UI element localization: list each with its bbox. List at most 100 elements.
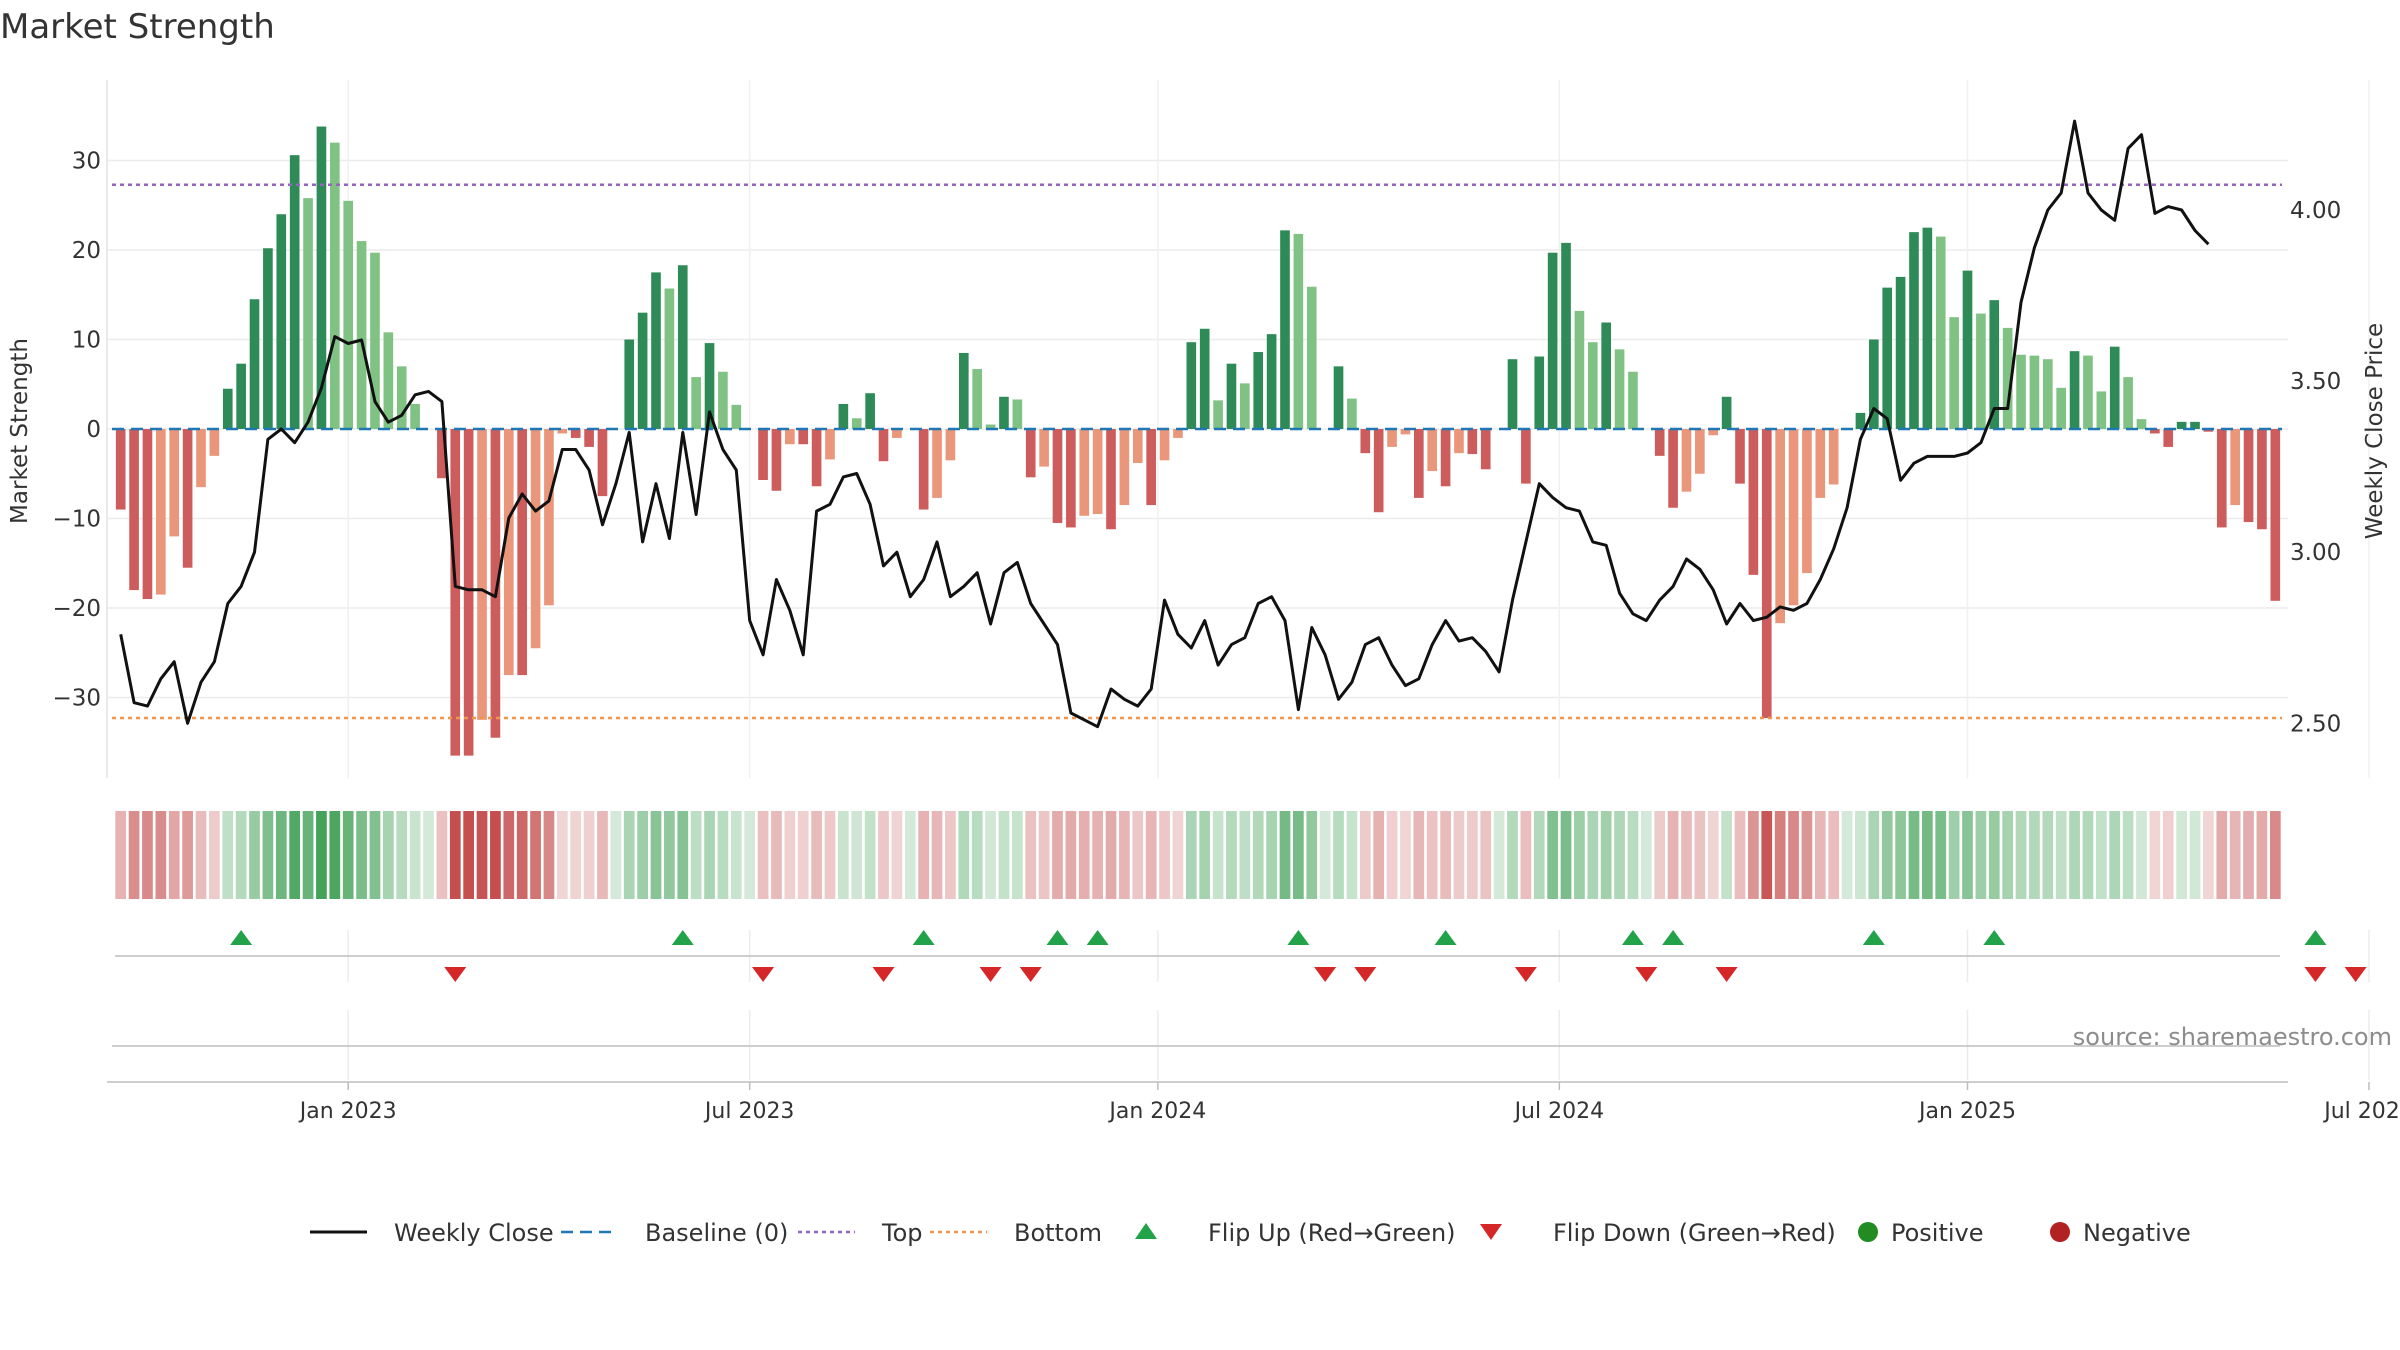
y2-tick-label: 3.00: [2290, 540, 2341, 566]
strength-bar: [1802, 429, 1812, 574]
strength-bar: [396, 366, 407, 429]
strength-bar: [2150, 429, 2160, 434]
strip-cell: [1092, 811, 1103, 899]
strength-bar: [1226, 363, 1237, 429]
y-tick-label: 0: [86, 417, 101, 443]
strength-bar: [1815, 429, 1826, 498]
strip-cell: [2095, 811, 2107, 899]
strength-bar: [2270, 429, 2281, 601]
strength-bar: [2083, 355, 2093, 429]
strip-cell: [142, 811, 153, 899]
legend-swatch: [1480, 1224, 1502, 1240]
strip-cell: [1453, 811, 1465, 899]
strength-bar: [2176, 421, 2187, 429]
strength-bar: [356, 241, 367, 429]
strip-cell: [931, 811, 943, 899]
strength-bar: [1012, 399, 1023, 429]
strength-bar: [410, 403, 420, 429]
flip-down-marker: [872, 967, 895, 982]
strip-cell: [650, 811, 662, 899]
strip-cell: [1520, 811, 1532, 899]
strip-cell: [2149, 811, 2161, 899]
strength-bar: [463, 429, 474, 756]
strength-bar: [169, 429, 180, 537]
strip-cell: [316, 811, 327, 899]
flip-panel: [115, 930, 2370, 982]
strength-bar: [236, 363, 246, 429]
strip-cell: [302, 811, 314, 899]
sign-panel-grid: [347, 1010, 2370, 1080]
strength-bar: [115, 429, 126, 510]
strip-cell: [1011, 811, 1023, 899]
strip-cell: [1627, 811, 1639, 899]
strength-bar: [892, 429, 902, 438]
strip-cell: [1855, 811, 1866, 899]
source-credit: source: sharemaestro.com: [2073, 1023, 2392, 1051]
flip-down-marker: [1354, 967, 1377, 982]
strip-cell: [182, 811, 193, 899]
strength-bar: [477, 429, 487, 720]
flip-down-marker: [1514, 967, 1537, 982]
strip-cell: [1868, 811, 1880, 899]
strength-bar: [1052, 429, 1063, 523]
strip-cell: [864, 811, 876, 899]
date-tick-labels: Jan 2023 Jul 2023 Jan 2024 Jul 2024 Jan 2025…: [298, 1082, 2400, 1124]
strength-bar: [584, 429, 594, 447]
strip-cell: [838, 811, 849, 899]
strip-cell: [2029, 811, 2040, 899]
strip-cell: [409, 811, 421, 899]
strip-cell: [1948, 811, 1960, 899]
strip-cell: [2162, 811, 2174, 899]
strip-cell: [1814, 811, 1826, 899]
strip-cell: [1052, 811, 1063, 899]
strip-cell: [262, 811, 274, 899]
flip-up-marker: [1662, 930, 1685, 945]
strip-cell: [570, 811, 582, 899]
strength-bar: [1748, 429, 1759, 575]
strip-cell: [289, 811, 301, 899]
strength-bar: [2136, 419, 2147, 429]
strip-cell: [1600, 811, 1612, 899]
strength-bar: [1240, 383, 1250, 429]
strip-cell: [476, 811, 488, 899]
strip-cell: [1293, 811, 1304, 899]
strip-cell: [1667, 811, 1679, 899]
strength-bar: [731, 404, 742, 429]
strength-bar: [1869, 339, 1879, 429]
flip-down-marker: [2344, 967, 2367, 982]
strength-bar: [1266, 334, 1277, 429]
strip-cell: [704, 811, 715, 899]
strip-cell: [1252, 811, 1264, 899]
strength-bar: [263, 248, 273, 429]
strength-bar: [2016, 354, 2026, 429]
strip-cell: [918, 811, 930, 899]
strength-bar: [798, 429, 809, 445]
legend-swatch: [1858, 1222, 1878, 1242]
strip-cell: [1935, 811, 1947, 899]
strip-cell: [1774, 811, 1786, 899]
legend-label: Flip Down (Green→Red): [1553, 1219, 1836, 1247]
strength-bar: [1761, 429, 1772, 719]
strip-cell: [1212, 811, 1224, 899]
strength-bar: [2163, 429, 2174, 447]
flip-up-marker: [1046, 930, 1069, 945]
date-tick-label: Jul 2025: [2322, 1099, 2400, 1124]
strip-cell: [1266, 811, 1277, 899]
strength-bar: [2096, 391, 2107, 429]
strip-cell: [516, 811, 528, 899]
strip-cell: [275, 811, 287, 899]
strength-bar: [490, 429, 501, 738]
strip-cell: [1480, 811, 1492, 899]
strip-cell: [1359, 811, 1371, 899]
strength-bar: [945, 429, 956, 461]
chart-title: Market Strength: [0, 7, 275, 47]
strip-cell: [1185, 811, 1197, 899]
strength-bar: [1654, 429, 1665, 456]
strength-color-strip: [115, 811, 2281, 899]
strength-bar: [1213, 400, 1223, 429]
reference-lines: [112, 183, 2282, 720]
strip-cell: [2229, 811, 2241, 899]
date-tick-label: Jul 2024: [1513, 1099, 1605, 1124]
strip-cell: [423, 811, 434, 899]
y2-tick-label: 3.50: [2290, 369, 2341, 395]
